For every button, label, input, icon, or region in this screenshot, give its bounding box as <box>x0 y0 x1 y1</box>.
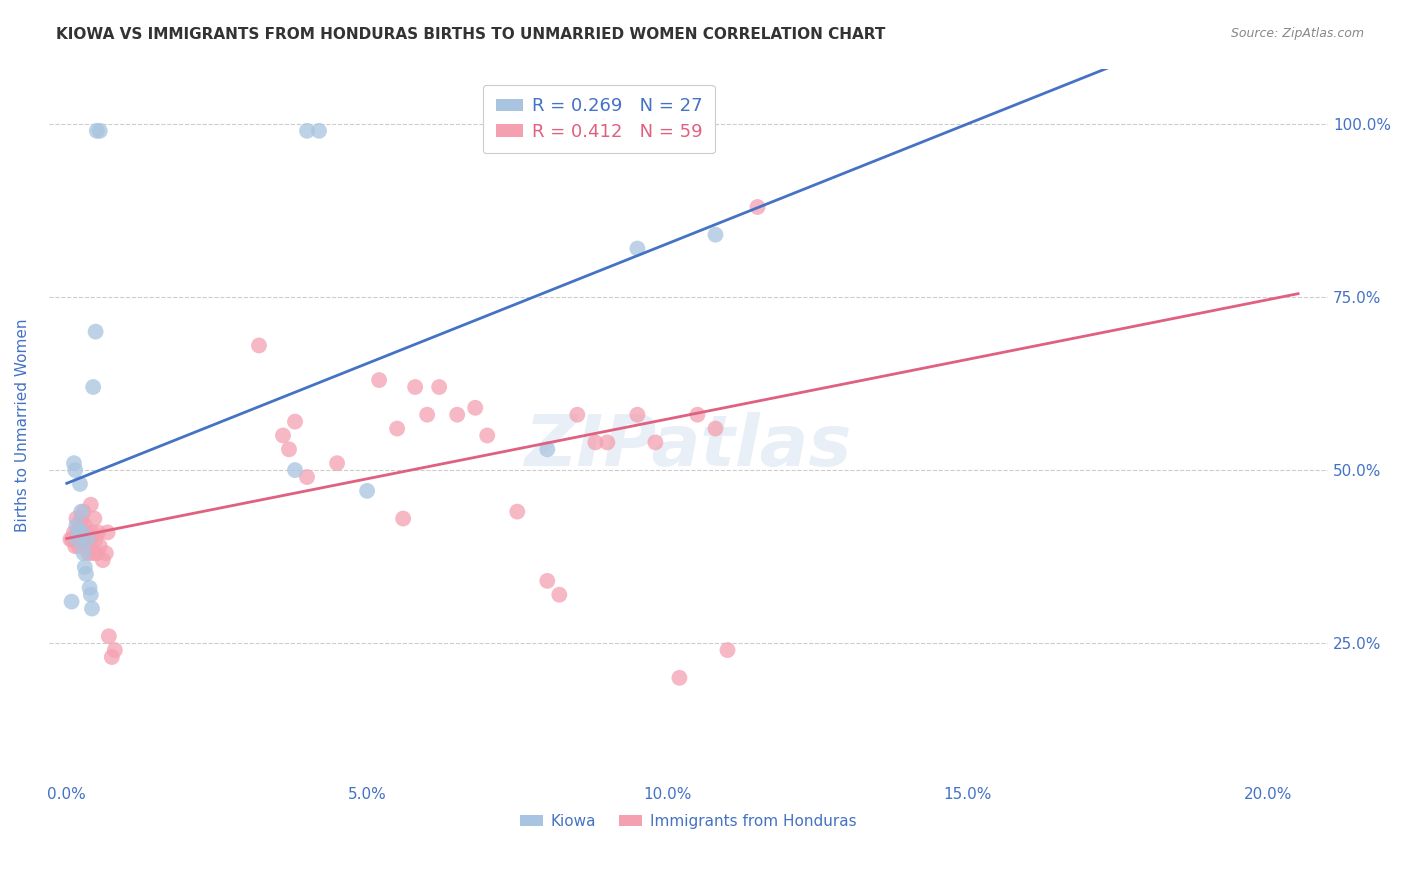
Point <box>385 421 408 435</box>
Text: Source: ZipAtlas.com: Source: ZipAtlas.com <box>1230 27 1364 40</box>
Point <box>583 435 606 450</box>
Point <box>278 442 301 457</box>
Point <box>84 325 107 339</box>
Point <box>464 401 486 415</box>
Point <box>66 533 89 547</box>
Point <box>67 539 90 553</box>
Point <box>63 456 86 470</box>
Point <box>97 525 120 540</box>
Point <box>63 525 86 540</box>
Point <box>60 594 83 608</box>
Point <box>104 643 127 657</box>
Point <box>392 511 415 525</box>
Point <box>75 566 97 581</box>
Point <box>284 415 307 429</box>
Point <box>63 463 86 477</box>
Point <box>80 601 103 615</box>
Point <box>82 546 104 560</box>
Point <box>284 463 307 477</box>
Point <box>609 124 631 138</box>
Point <box>94 546 117 560</box>
Point <box>73 560 96 574</box>
Point <box>79 533 101 547</box>
Point <box>86 124 108 138</box>
Point <box>644 435 666 450</box>
Point <box>70 505 93 519</box>
Y-axis label: Births to Unmarried Women: Births to Unmarried Women <box>15 318 30 532</box>
Point <box>271 428 294 442</box>
Point <box>66 525 89 540</box>
Point <box>75 525 97 540</box>
Point <box>87 525 110 540</box>
Point <box>101 650 124 665</box>
Point <box>686 408 709 422</box>
Point <box>69 518 91 533</box>
Point <box>83 511 105 525</box>
Point <box>704 421 727 435</box>
Point <box>76 533 98 547</box>
Point <box>67 525 90 540</box>
Point <box>63 539 86 553</box>
Point <box>69 477 91 491</box>
Point <box>84 533 107 547</box>
Point <box>626 242 648 256</box>
Point <box>76 533 98 547</box>
Point <box>548 588 571 602</box>
Point <box>368 373 391 387</box>
Point <box>60 533 83 547</box>
Point <box>308 124 330 138</box>
Point <box>80 525 103 540</box>
Point <box>626 408 648 422</box>
Point <box>536 442 558 457</box>
Point <box>427 380 450 394</box>
Point <box>70 511 93 525</box>
Point <box>82 380 104 394</box>
Point <box>536 574 558 588</box>
Point <box>89 124 111 138</box>
Text: ZIPatlas: ZIPatlas <box>524 412 852 481</box>
Point <box>506 505 529 519</box>
Point <box>97 629 120 643</box>
Point <box>80 498 103 512</box>
Point <box>404 380 426 394</box>
Text: KIOWA VS IMMIGRANTS FROM HONDURAS BIRTHS TO UNMARRIED WOMEN CORRELATION CHART: KIOWA VS IMMIGRANTS FROM HONDURAS BIRTHS… <box>56 27 886 42</box>
Point <box>326 456 349 470</box>
Point <box>73 518 96 533</box>
Point <box>295 470 318 484</box>
Point <box>79 581 101 595</box>
Point <box>295 124 318 138</box>
Point <box>356 483 378 498</box>
Point <box>446 408 468 422</box>
Point <box>704 227 727 242</box>
Point <box>70 533 93 547</box>
Point <box>747 200 769 214</box>
Point <box>567 408 589 422</box>
Point <box>477 428 499 442</box>
Point <box>416 408 439 422</box>
Point <box>77 546 100 560</box>
Point <box>89 539 111 553</box>
Point <box>86 546 108 560</box>
Point <box>72 546 94 560</box>
Point <box>70 525 93 540</box>
Legend: Kiowa, Immigrants from Honduras: Kiowa, Immigrants from Honduras <box>515 807 863 835</box>
Point <box>65 518 87 533</box>
Point <box>80 588 103 602</box>
Point <box>247 338 270 352</box>
Point <box>596 435 619 450</box>
Point <box>59 533 82 547</box>
Point <box>716 643 738 657</box>
Point <box>72 505 94 519</box>
Point <box>668 671 690 685</box>
Point <box>65 511 87 525</box>
Point <box>91 553 114 567</box>
